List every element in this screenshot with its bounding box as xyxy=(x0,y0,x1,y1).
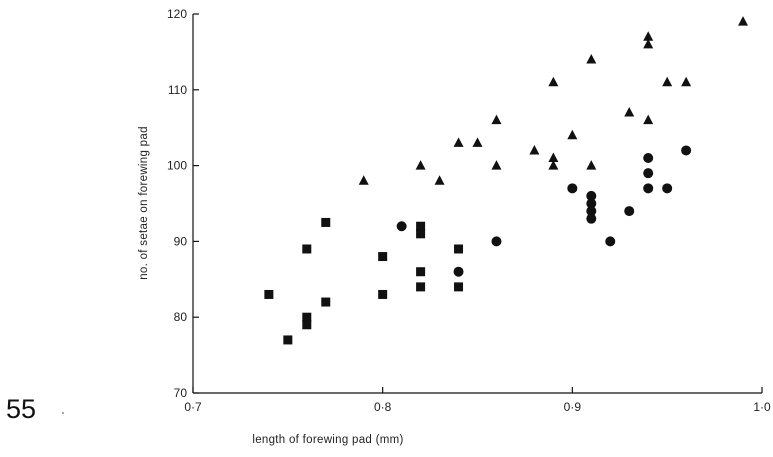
circle-marker xyxy=(643,168,654,179)
triangle-marker xyxy=(586,160,597,170)
circle-marker xyxy=(643,153,654,164)
y-axis-title: no. of setae on forewing pad xyxy=(138,126,150,280)
triangle-marker xyxy=(491,114,502,125)
triangle-marker xyxy=(358,175,369,185)
circle-marker xyxy=(567,183,578,194)
tick-labels: 0·7 0·8 0·9 1·0 70 80 90 100 110 120 xyxy=(167,7,771,414)
square-marker xyxy=(416,221,426,231)
circle-marker xyxy=(662,183,673,194)
triangle-marker xyxy=(453,137,464,147)
x-tick-label: 1·0 xyxy=(753,400,771,414)
triangle-marker xyxy=(415,160,426,170)
triangle-marker xyxy=(472,137,483,147)
circle-marker xyxy=(643,183,654,194)
y-tick-label: 100 xyxy=(167,159,187,173)
circle-marker xyxy=(586,213,597,224)
data-points xyxy=(264,16,749,345)
triangle-marker xyxy=(681,76,692,87)
square-marker xyxy=(416,267,426,277)
x-tick-label: 0·8 xyxy=(374,400,392,414)
triangle-marker xyxy=(662,76,673,87)
y-tick-label: 80 xyxy=(174,310,188,324)
square-marker xyxy=(321,217,331,227)
y-tick-label: 110 xyxy=(168,83,187,97)
square-marker xyxy=(302,320,312,330)
triangle-marker xyxy=(548,152,559,163)
triangle-marker xyxy=(738,16,749,26)
square-marker xyxy=(454,282,464,292)
y-tick-label: 70 xyxy=(174,386,188,400)
triangle-marker xyxy=(643,31,654,41)
axes xyxy=(192,14,762,394)
y-tick-label: 90 xyxy=(174,234,188,248)
triangle-marker xyxy=(643,114,654,125)
square-marker xyxy=(378,252,388,262)
circle-marker xyxy=(586,190,597,201)
page-number: 55 xyxy=(6,394,37,424)
tick-marks xyxy=(192,13,763,394)
square-marker xyxy=(378,289,388,299)
page-dot-mark xyxy=(62,412,64,414)
circle-marker xyxy=(586,198,597,209)
circle-marker xyxy=(396,221,407,232)
square-marker xyxy=(416,229,426,239)
triangle-marker xyxy=(548,160,559,170)
triangle-marker xyxy=(434,175,445,185)
triangle-marker xyxy=(567,129,578,140)
square-marker xyxy=(321,297,331,307)
square-marker xyxy=(416,282,426,292)
circle-marker xyxy=(586,206,597,217)
y-tick-label: 120 xyxy=(167,7,187,21)
circle-marker xyxy=(605,236,616,247)
triangle-marker xyxy=(529,144,540,155)
x-tick-label: 0·9 xyxy=(564,400,582,414)
square-marker xyxy=(302,312,312,322)
square-marker xyxy=(454,244,464,254)
square-marker xyxy=(283,335,293,345)
circle-marker xyxy=(624,206,635,217)
triangle-marker xyxy=(624,107,635,117)
triangle-marker xyxy=(491,160,502,170)
square-marker xyxy=(302,244,312,254)
circle-marker xyxy=(681,145,692,156)
x-tick-label: 0·7 xyxy=(184,400,202,414)
triangle-marker xyxy=(643,38,654,49)
circle-marker xyxy=(491,236,502,247)
x-axis-title: length of forewing pad (mm) xyxy=(252,434,403,446)
triangle-marker xyxy=(548,76,559,87)
square-marker xyxy=(264,289,274,299)
triangle-marker xyxy=(586,53,597,64)
circle-marker xyxy=(453,266,464,277)
